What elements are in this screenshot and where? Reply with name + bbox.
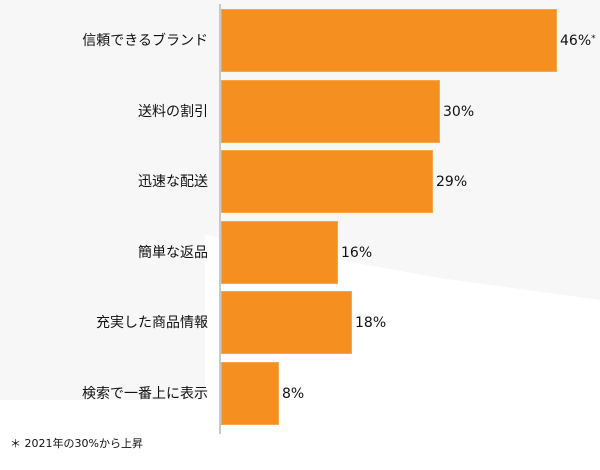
value-label: 46%* [560, 33, 596, 49]
y-axis-line [219, 4, 221, 434]
category-label: 簡単な返品 [138, 245, 208, 261]
category-label: 送料の割引 [138, 104, 208, 120]
footnote: ＊ 2021年の30%から上昇 [10, 437, 143, 450]
bar [221, 221, 338, 284]
category-label: 信頼できるブランド [82, 33, 208, 49]
annotation-marker: * [591, 34, 596, 44]
category-label: 充実した商品情報 [96, 315, 208, 331]
value-label: 8% [282, 386, 305, 402]
bar [221, 362, 279, 425]
category-label: 迅速な配送 [138, 174, 208, 190]
value-label: 16% [341, 245, 373, 261]
bar [221, 150, 433, 213]
value-label: 29% [436, 174, 468, 190]
bar [221, 80, 440, 143]
bar [221, 9, 557, 72]
value-label: 30% [443, 104, 475, 120]
category-label: 検索で一番上に表示 [82, 386, 208, 402]
bar [221, 291, 352, 354]
value-label: 18% [355, 315, 387, 331]
